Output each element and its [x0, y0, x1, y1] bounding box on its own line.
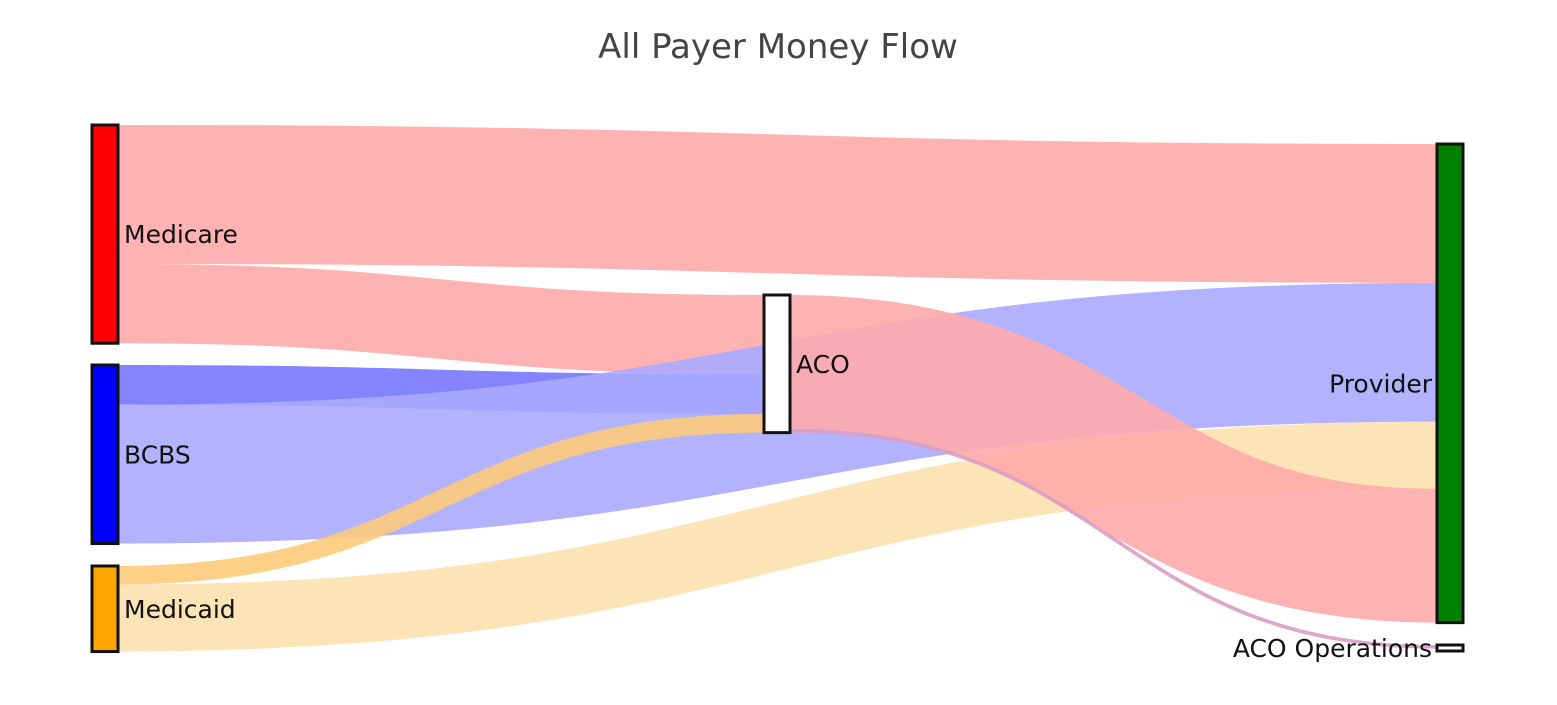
node-provider — [1435, 142, 1465, 625]
node-medicaid — [90, 564, 120, 654]
sankey-nodes — [90, 123, 1465, 654]
link-medicare-to-aco — [117, 263, 765, 375]
node-label-medicare: Medicare — [124, 220, 238, 249]
sankey-links — [117, 125, 1438, 652]
link-aco-to-aco_ops — [789, 428, 1438, 649]
link-medicaid-to-aco — [117, 414, 765, 585]
node-label-aco: ACO — [796, 350, 850, 379]
node-label-medicaid: Medicaid — [124, 595, 236, 624]
link-medicare-to-provider — [117, 125, 1438, 283]
link-aco-to-provider — [789, 295, 1438, 623]
chart-title: All Payer Money Flow — [598, 27, 958, 67]
node-bcbs — [90, 363, 120, 546]
node-label-aco_ops: ACO Operations — [1233, 634, 1432, 663]
node-label-provider: Provider — [1329, 369, 1433, 398]
node-label-bcbs: BCBS — [124, 440, 191, 469]
sankey-labels: Medicare BCBS Medicaid ACO Provider ACO Opera… — [124, 220, 1433, 663]
node-aco — [762, 293, 792, 435]
node-medicare — [90, 123, 120, 345]
node-aco_ops — [1435, 643, 1465, 653]
